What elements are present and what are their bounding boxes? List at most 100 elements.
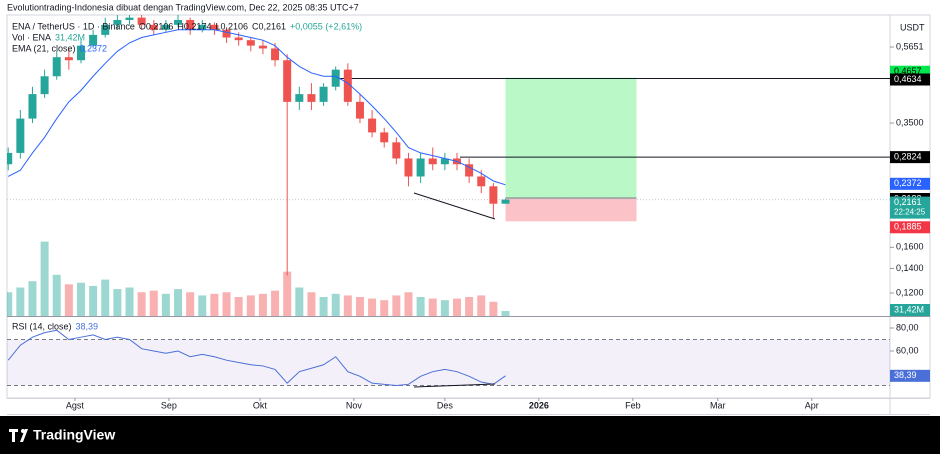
level-tag: 0,2824	[894, 152, 922, 162]
volume-bar	[186, 292, 195, 316]
legend-text: O0,2106	[139, 21, 174, 31]
volume-bar	[246, 295, 255, 316]
volume-bar	[368, 298, 377, 316]
target-zone	[505, 77, 637, 198]
candle-body	[295, 94, 304, 102]
volume-bar	[76, 282, 85, 316]
candle-body	[161, 24, 170, 30]
candle-body	[501, 199, 510, 204]
volume-bar	[210, 293, 219, 316]
legend-text: 38,39	[76, 321, 99, 331]
volume-bar	[343, 295, 352, 316]
candle-body	[89, 34, 98, 46]
volume-bar	[28, 281, 37, 316]
x-tick-label: Sep	[161, 400, 177, 410]
last-price-box	[890, 196, 930, 219]
ema-tag: 0,2372	[894, 178, 922, 188]
rsi-trendline	[413, 383, 496, 388]
volume-bar	[113, 289, 122, 316]
volume-bar	[271, 290, 280, 316]
x-tick-label: Nov	[346, 400, 363, 410]
volume-bar	[416, 297, 425, 316]
candle-body	[428, 158, 437, 165]
legend-text: EMA (21, close)	[12, 43, 76, 53]
candle-body	[465, 164, 474, 177]
rsi-tick-label: 60,00	[896, 345, 919, 355]
countdown: 22:24:25	[894, 208, 926, 217]
volume-bar	[149, 290, 158, 316]
stop-tag: 0,1885	[894, 222, 922, 232]
stop-zone	[505, 197, 637, 222]
candle-body	[307, 94, 316, 102]
volume-bar	[89, 285, 98, 316]
candle-body	[7, 152, 13, 165]
volume-bar	[331, 293, 340, 316]
volume-tag-box	[890, 304, 930, 316]
y-tick-label: 0,3500	[896, 117, 924, 127]
rsi-pane	[7, 329, 890, 386]
legend-text: 0,2372	[80, 43, 108, 53]
candle-body	[234, 37, 243, 41]
candle-body	[392, 142, 401, 159]
candle-body	[368, 118, 377, 133]
volume-bar	[465, 297, 474, 316]
x-tick-label: Mar	[710, 400, 726, 410]
volume-bar	[428, 298, 437, 316]
volume-bar	[137, 292, 146, 316]
logo-mark	[9, 429, 28, 442]
rsi-band-fill	[7, 339, 890, 386]
volume-bar	[452, 298, 461, 316]
volume-bar	[283, 271, 292, 316]
candle-body	[489, 186, 498, 204]
legend-text: H0,2174	[177, 21, 211, 31]
x-tick-label: Des	[437, 400, 454, 410]
candle-body	[28, 94, 37, 119]
x-tick-label: Apr	[805, 400, 819, 410]
candle-body	[440, 158, 449, 165]
rsi-tag: 38,39	[894, 370, 917, 380]
volume-bar	[440, 300, 449, 316]
legend-text: C0,2161	[252, 21, 286, 31]
legend-text: RSI (14, close)	[12, 321, 72, 331]
candle-body	[174, 19, 183, 25]
x-tick-label: Feb	[625, 400, 641, 410]
level-tag-box	[890, 73, 930, 86]
level-tag-box	[890, 151, 930, 164]
candle-body	[76, 45, 85, 61]
volume-bar	[16, 287, 25, 316]
volume-bar	[198, 295, 207, 316]
rsi-tick-label: 80,00	[896, 322, 919, 332]
candle-body	[198, 24, 207, 30]
candle-body	[101, 24, 110, 35]
candle-body	[125, 17, 134, 20]
volume-bar	[7, 292, 13, 316]
volume-bar	[477, 295, 486, 316]
legend-text: ENA / TetherUS · 1D · Binance	[12, 21, 135, 31]
volume-bar	[404, 292, 413, 316]
volume-tag: 31,42M	[894, 304, 924, 314]
x-tick-label: Okt	[253, 400, 268, 410]
candle-body	[210, 24, 219, 30]
legend-text: +0,0055 (+2,61%)	[290, 21, 362, 31]
level-tag: 0,4634	[894, 74, 922, 84]
rsi-tag-box	[890, 369, 930, 382]
legend-text: L0,2106	[215, 21, 248, 31]
candle-body	[186, 19, 195, 30]
ema-line	[7, 29, 506, 186]
candle-body	[246, 40, 255, 46]
price-pane	[7, 15, 890, 316]
candle-body	[64, 57, 73, 61]
candle-body	[113, 19, 122, 25]
volume-bar	[101, 279, 110, 316]
volume-bar	[258, 293, 267, 316]
candle-body	[137, 17, 146, 25]
volume-bar	[295, 287, 304, 316]
y-tick-label: 0,1400	[896, 263, 924, 273]
volume-bar	[161, 293, 170, 316]
volume-bar	[174, 289, 183, 316]
header: Evolutiontrading-Indonesia dibuat dengan…	[7, 2, 359, 12]
footer-bar	[0, 416, 940, 454]
volume-bar	[52, 274, 61, 316]
x-tick-label: Agst	[66, 400, 85, 410]
